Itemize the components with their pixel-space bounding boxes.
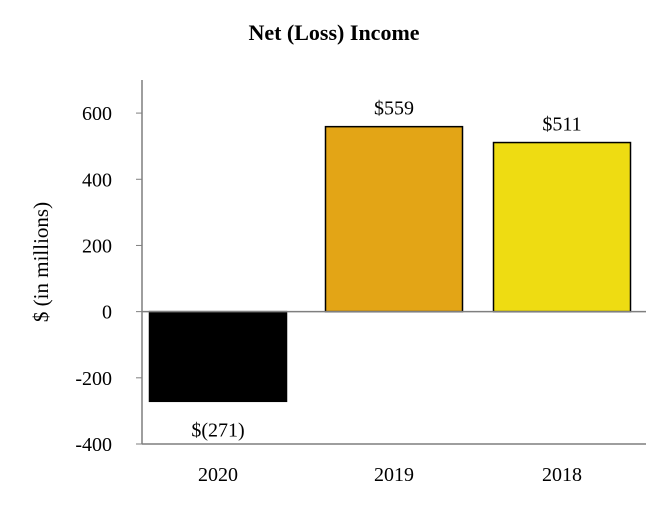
data-label-2018: $511 (542, 114, 581, 136)
y-tick-label: -400 (75, 434, 112, 456)
data-label-2020: $(271) (191, 419, 244, 441)
plot-area: -400 -200 0 200 400 600 $(271) 2020 $559 2019 $511… (75, 80, 646, 486)
bar-2018 (492, 141, 632, 313)
bar-2019 (324, 125, 464, 313)
y-tick-label: 400 (82, 169, 112, 191)
y-tick-label: -200 (75, 368, 112, 390)
y-tick-label: 200 (82, 235, 112, 257)
bar-2020 (148, 310, 288, 403)
x-tick-label-2018: 2018 (542, 464, 582, 486)
data-label-2019: $559 (374, 98, 414, 120)
y-tick-label: 600 (82, 103, 112, 125)
chart-title: Net (Loss) Income (248, 20, 419, 45)
y-axis-label: $ (in millions) (29, 202, 53, 322)
x-tick-label-2020: 2020 (198, 464, 238, 486)
y-tick-label: 0 (102, 302, 112, 324)
x-tick-label-2019: 2019 (374, 464, 414, 486)
